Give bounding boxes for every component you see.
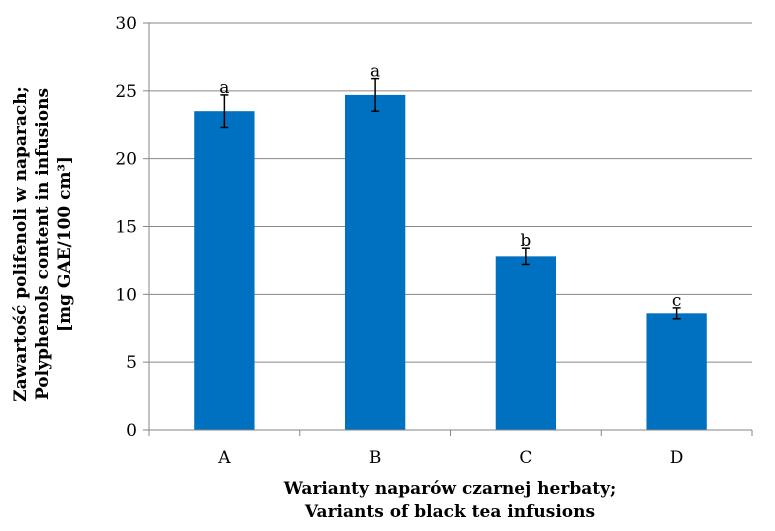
x-tick-label-B: B bbox=[369, 448, 382, 468]
y-axis-title-line-3: [mg GAE/100 cm³] bbox=[55, 156, 75, 332]
y-tick-label: 25 bbox=[115, 82, 137, 102]
y-axis-ticks: 0 5 10 15 20 25 30 bbox=[115, 14, 149, 441]
bars: a a b c bbox=[194, 62, 707, 431]
y-tick-label: 15 bbox=[115, 218, 137, 238]
x-axis-title-line-1: Warianty naparów czarnej herbaty; bbox=[283, 479, 616, 499]
significance-label-C: b bbox=[520, 231, 531, 251]
y-axis-title-line-1: Zawartość polifenoli w naparach; bbox=[11, 86, 31, 402]
bar-B bbox=[344, 94, 406, 431]
y-tick-label: 0 bbox=[126, 421, 137, 441]
bar-C bbox=[495, 256, 557, 430]
significance-label-A: a bbox=[219, 78, 229, 98]
x-tick-label-D: D bbox=[670, 448, 684, 468]
significance-label-B: a bbox=[370, 62, 380, 82]
x-tick-label-A: A bbox=[217, 448, 231, 468]
significance-label-D: c bbox=[672, 291, 682, 311]
y-tick-label: 10 bbox=[115, 285, 137, 305]
x-tick-label-C: C bbox=[519, 448, 532, 468]
y-axis-title-line-2: Polyphenols content in infusions bbox=[33, 88, 53, 400]
y-tick-label: 30 bbox=[115, 14, 137, 34]
x-axis-title-line-2: Variants of black tea infusions bbox=[304, 502, 595, 522]
y-tick-label: 5 bbox=[126, 353, 137, 373]
bar-D bbox=[646, 313, 707, 430]
x-axis-ticks: A B C D bbox=[148, 430, 753, 468]
y-tick-label: 20 bbox=[115, 150, 137, 170]
bar-A bbox=[194, 111, 255, 430]
